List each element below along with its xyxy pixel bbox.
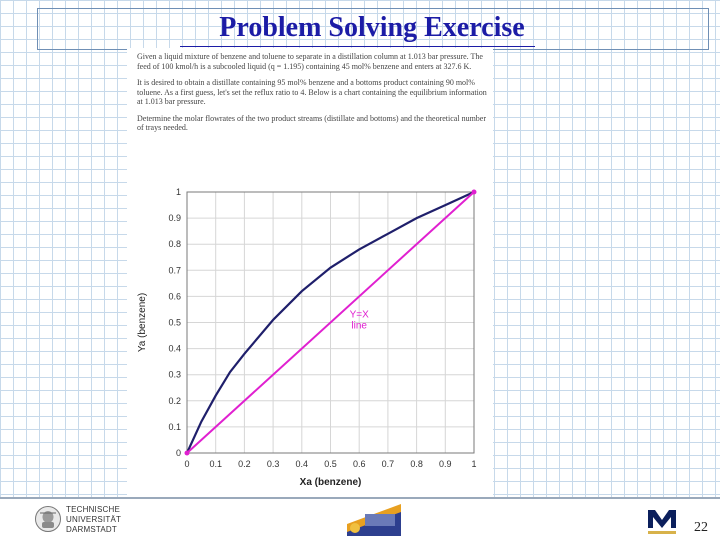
y-tick-label: 1 (176, 187, 181, 197)
x-tick-label: 0.7 (382, 459, 395, 469)
tud-line-1: TECHNISCHE (66, 505, 121, 514)
plot-frame (186, 191, 475, 454)
department-logo-icon (347, 504, 401, 536)
y-tick-label: 0.6 (168, 291, 181, 301)
y-axis-label: Ya (benzene) (137, 293, 148, 352)
yx-annotation-line1: Y=X (350, 309, 370, 320)
x-tick-label: 0 (184, 459, 189, 469)
footer-divider (0, 497, 720, 499)
university-of-michigan-logo-icon (645, 506, 679, 536)
equilibrium-curve (185, 190, 475, 454)
problem-paragraph-1: Given a liquid mixture of benzene and to… (137, 52, 483, 71)
content-panel: Given a liquid mixture of benzene and to… (127, 48, 493, 498)
y-equals-x-line (186, 191, 475, 454)
title-underline (180, 46, 535, 47)
tud-line-3: DARMSTADT (66, 525, 117, 534)
tud-line-2: UNIVERSITÄT (66, 515, 122, 524)
page-number: 22 (694, 520, 708, 535)
problem-paragraph-2: It is desired to obtain a distillate con… (137, 78, 487, 106)
y-tick-label: 0.9 (168, 213, 181, 223)
x-tick-label: 0.4 (296, 459, 309, 469)
yx-annotation-line2: line (351, 320, 367, 331)
y-tick-label: 0 (176, 448, 181, 458)
x-tick-label: 0.1 (209, 459, 222, 469)
x-tick-label: 0.2 (238, 459, 251, 469)
x-tick-label: 0.5 (324, 459, 337, 469)
y-tick-label: 0.7 (168, 265, 181, 275)
y-tick-label: 0.2 (168, 396, 181, 406)
tu-darmstadt-wordmark: TECHNISCHE UNIVERSITÄT DARMSTADT (66, 505, 156, 535)
chart-ticks: 0 0.1 0.2 0.3 0.4 0.5 0.6 0.7 0.8 0.9 1 0 0.1 0.2 0.3 0… (168, 187, 476, 469)
y-tick-label: 0.5 (168, 318, 181, 328)
x-tick-label: 0.9 (439, 459, 452, 469)
line-endpoint (471, 189, 477, 195)
chart-points (184, 189, 477, 456)
x-axis-label: Xa (benzene) (300, 477, 362, 488)
problem-paragraph-3: Determine the molar flowrates of the two… (137, 113, 487, 133)
x-tick-label: 0.3 (267, 459, 280, 469)
y-tick-label: 0.4 (168, 344, 181, 354)
x-tick-label: 1 (471, 459, 476, 469)
x-tick-label: 0.8 (410, 459, 423, 469)
y-tick-label: 0.1 (168, 422, 181, 432)
line-endpoint (184, 450, 190, 456)
tu-darmstadt-logo-icon (35, 506, 61, 532)
slide-title: Problem Solving Exercise (219, 12, 525, 43)
y-tick-label: 0.8 (168, 239, 181, 249)
equilibrium-chart: 0 0.1 0.2 0.3 0.4 0.5 0.6 0.7 0.8 0.9 1 0 0.1 0.2 0.3 0… (127, 176, 493, 498)
problem-statement: Given a liquid mixture of benzene and to… (137, 52, 487, 140)
y-tick-label: 0.3 (168, 370, 181, 380)
x-tick-label: 0.6 (353, 459, 366, 469)
